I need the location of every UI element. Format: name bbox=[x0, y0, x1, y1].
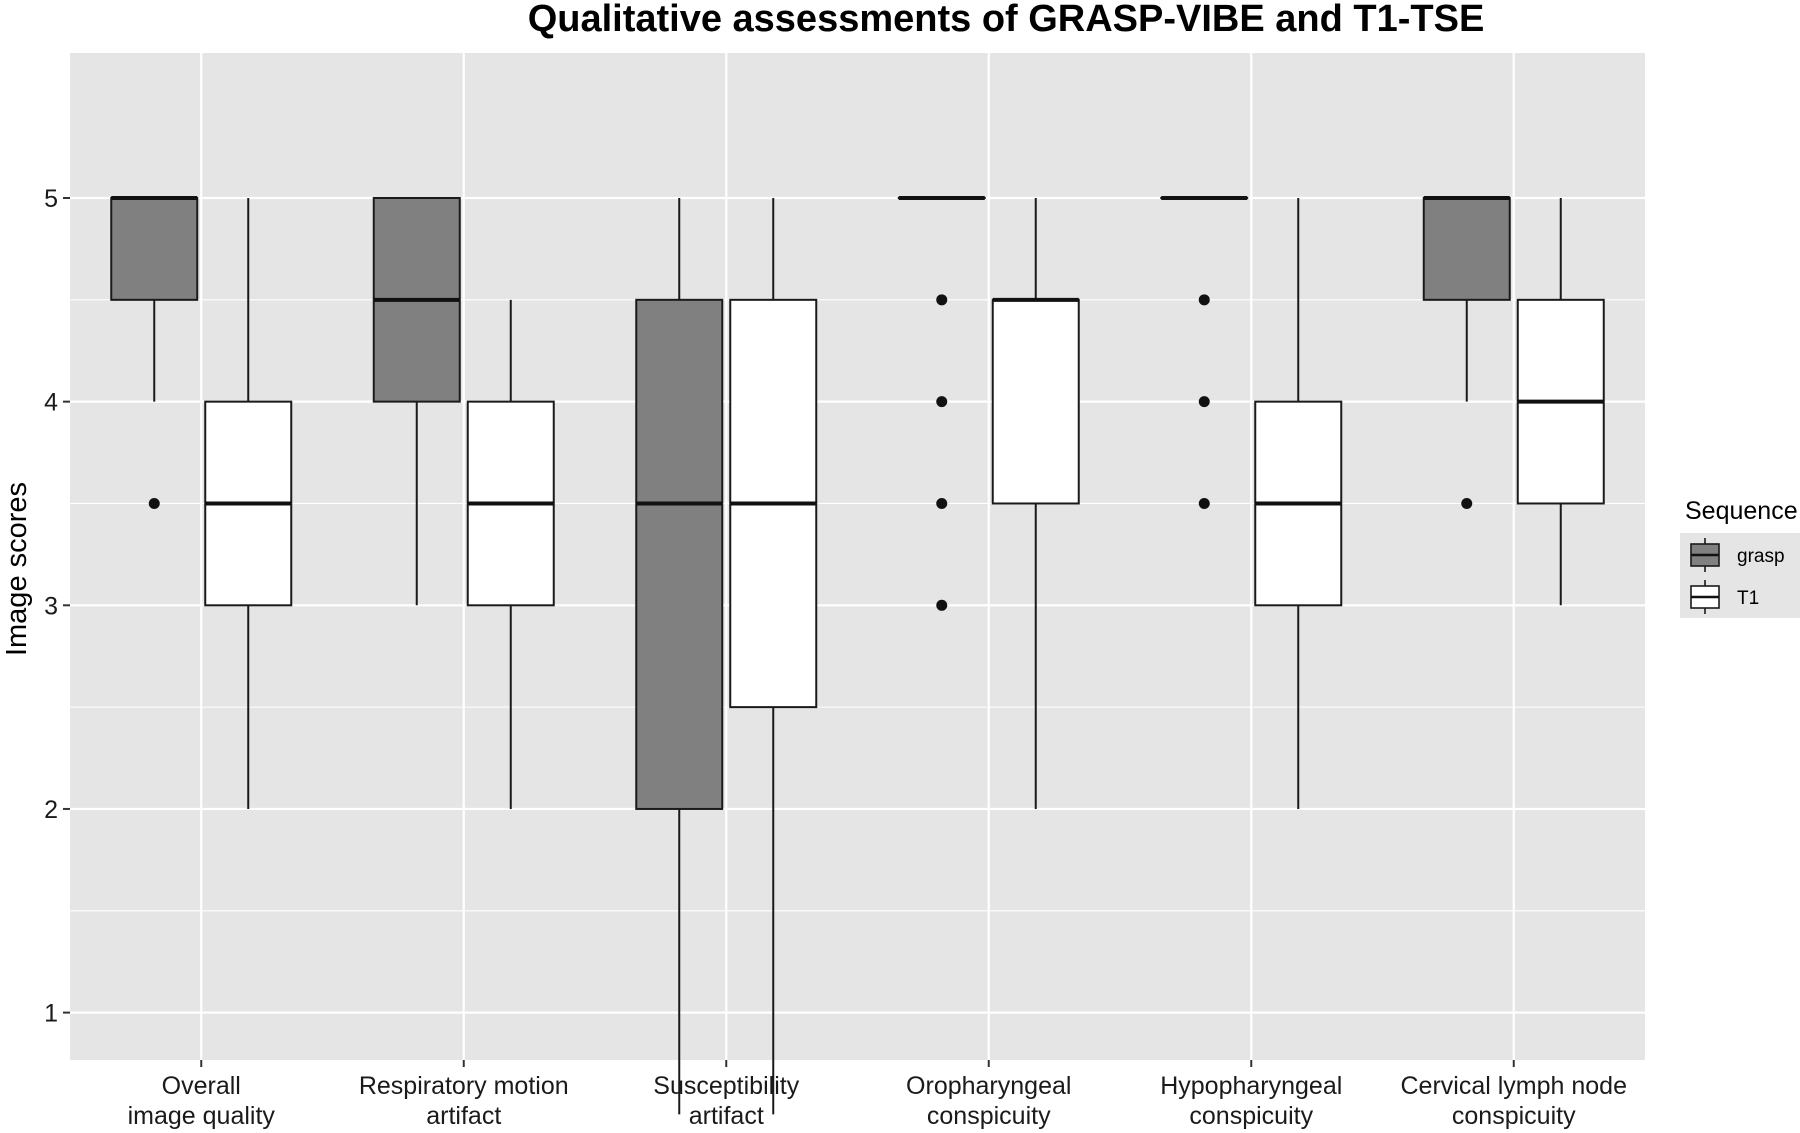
x-tick-label: Overall image quality bbox=[128, 1072, 276, 1130]
legend-title: Sequence bbox=[1685, 497, 1798, 525]
y-tick-label: 2 bbox=[44, 796, 58, 824]
box-body bbox=[1422, 197, 1511, 301]
box-grasp bbox=[372, 197, 461, 606]
panel-background bbox=[70, 53, 1645, 1060]
grid-lines bbox=[70, 53, 1645, 1115]
x-tick-label: Respiratory motion artifact bbox=[359, 1072, 569, 1130]
box-body bbox=[110, 197, 199, 301]
box-grasp bbox=[1422, 196, 1511, 509]
box-grasp bbox=[1160, 196, 1249, 509]
box-T1 bbox=[729, 198, 818, 1115]
legend-label: T1 bbox=[1737, 588, 1759, 609]
chart-title: Qualitative assessments of GRASP-VIBE an… bbox=[528, 0, 1485, 40]
box-T1 bbox=[991, 198, 1080, 809]
x-tick-label: Hypopharyngeal conspicuity bbox=[1160, 1072, 1342, 1130]
box-T1 bbox=[466, 299, 555, 809]
y-axis-title: Image scores bbox=[1, 482, 33, 656]
legend-entry-grasp: grasp bbox=[1690, 538, 1785, 572]
box-grasp bbox=[635, 198, 724, 1115]
outlier-point bbox=[936, 396, 948, 408]
outlier-point bbox=[936, 294, 948, 306]
box-T1 bbox=[204, 198, 293, 809]
box-grasp bbox=[897, 196, 986, 611]
box-body bbox=[991, 298, 1080, 505]
outlier-point bbox=[148, 497, 160, 509]
outlier-point bbox=[1198, 396, 1210, 408]
outlier-point bbox=[936, 599, 948, 611]
outlier-point bbox=[1461, 497, 1473, 509]
y-tick-label: 4 bbox=[44, 389, 58, 417]
y-axis: 1 2 3 4 5 bbox=[44, 185, 70, 1028]
outlier-point bbox=[1198, 294, 1210, 306]
x-tick-label: Oropharyngeal conspicuity bbox=[906, 1072, 1071, 1130]
y-tick-label: 5 bbox=[44, 185, 58, 213]
x-tick-label: Susceptibility artifact bbox=[653, 1072, 799, 1130]
plot-panel bbox=[70, 53, 1645, 1060]
legend-label: grasp bbox=[1737, 546, 1785, 567]
legend-entry-T1: T1 bbox=[1690, 580, 1759, 614]
y-tick-label: 1 bbox=[44, 1000, 58, 1028]
box-grasp bbox=[110, 196, 199, 509]
outlier-point bbox=[936, 497, 948, 509]
y-tick-label: 3 bbox=[44, 592, 58, 620]
x-axis: Overall image quality Respiratory motion ar… bbox=[128, 1060, 1627, 1130]
x-tick-label: Cervical lymph node conspicuity bbox=[1401, 1072, 1628, 1130]
box-body bbox=[635, 298, 724, 810]
box-marks bbox=[110, 196, 1605, 1115]
box-T1 bbox=[1516, 198, 1605, 606]
outlier-point bbox=[1198, 497, 1210, 509]
box-T1 bbox=[1254, 198, 1343, 809]
legend: Sequence grasp T1 bbox=[1680, 497, 1800, 618]
